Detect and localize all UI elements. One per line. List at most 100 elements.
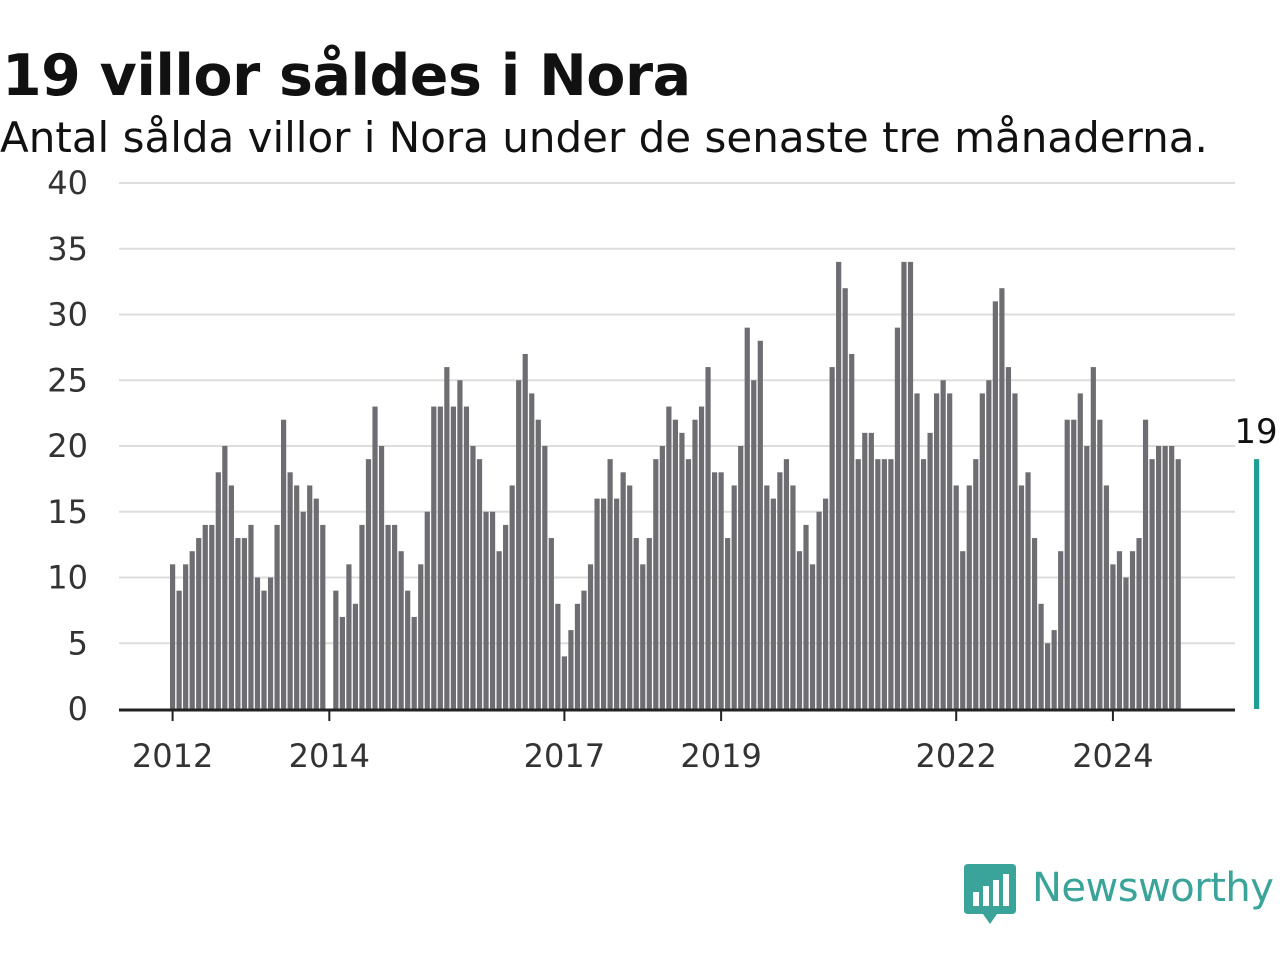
bar [450,406,456,709]
bar [254,577,261,709]
bar [170,564,176,709]
bar [633,538,639,709]
bar [424,511,430,709]
bar [548,538,554,709]
bar [228,485,234,709]
y-tick-label: 5 [68,624,88,662]
bar [294,485,300,709]
bar [646,538,652,709]
y-tick-label: 40 [47,164,88,202]
bar-chart-speech-bubble-icon [964,864,1016,924]
bar [503,524,509,709]
bar [914,393,920,709]
bar [757,340,763,709]
bar [979,393,985,709]
y-tick-label: 10 [47,559,88,597]
annotations: 19 [1234,412,1277,452]
bar [346,564,352,709]
y-axis-labels: 0 5 10 15 20 25 30 35 40 [47,164,88,728]
bar [614,498,620,709]
bar [640,564,646,709]
bar [907,261,914,709]
bar [1071,419,1077,709]
y-tick-label: 30 [47,296,88,334]
bar [398,551,404,709]
bar [600,498,607,709]
bar [307,485,313,709]
bar [587,564,594,709]
bar [836,261,842,709]
bar [470,446,476,709]
bar [875,459,881,709]
bar [620,472,626,709]
bar [1051,630,1057,709]
bar [966,485,972,709]
bar [894,327,901,709]
bar [953,485,959,709]
bar [764,485,770,709]
bar [405,590,411,709]
bar [973,459,979,709]
bar [1058,551,1064,709]
bar [313,498,319,709]
bar [1045,643,1051,709]
bar [241,538,248,709]
bar [372,406,378,709]
x-tick-label: 2019 [680,737,761,775]
bar [248,524,254,709]
x-tick-label: 2024 [1072,737,1153,775]
bar [1005,367,1012,709]
bar [855,459,861,709]
bar [809,564,816,709]
bar [1077,393,1083,709]
bar [274,524,280,709]
bar [555,603,561,709]
bar [516,380,522,709]
bar [529,393,535,709]
bar [718,472,724,709]
bar [692,419,698,709]
bar [672,419,679,709]
bar [281,419,287,709]
bar [235,538,241,709]
bar [705,367,711,709]
bar [215,472,221,709]
bar [300,511,306,709]
bar [568,630,574,709]
brand-name: Newsworthy [1032,865,1274,911]
bar [731,485,737,709]
bar [287,472,293,709]
bar [1110,564,1116,709]
page-title: 19 villor såldes i Nora [2,43,691,109]
bar [333,590,339,709]
bar [489,511,496,709]
bar [862,432,868,709]
bar [796,551,803,709]
bar [940,380,946,709]
bar [1103,485,1109,709]
x-axis-labels: 2012 2014 2017 2019 2022 2024 [132,737,1154,775]
bar [738,446,744,709]
bar [881,459,887,709]
bar [1162,446,1168,709]
bar [986,380,992,709]
bar [829,367,835,709]
bar [659,446,665,709]
bar [352,603,359,709]
bar [222,446,228,709]
bar [934,393,940,709]
bar [320,524,326,709]
bar [999,288,1005,709]
bar [1038,603,1044,709]
bar [1116,551,1123,709]
x-axis [119,708,1235,721]
bar [202,524,208,709]
bar [868,432,874,709]
bar [992,301,998,709]
bar [1090,367,1096,709]
bar [679,432,685,709]
bar [1025,472,1031,709]
bar [261,590,267,709]
bar [770,498,776,709]
